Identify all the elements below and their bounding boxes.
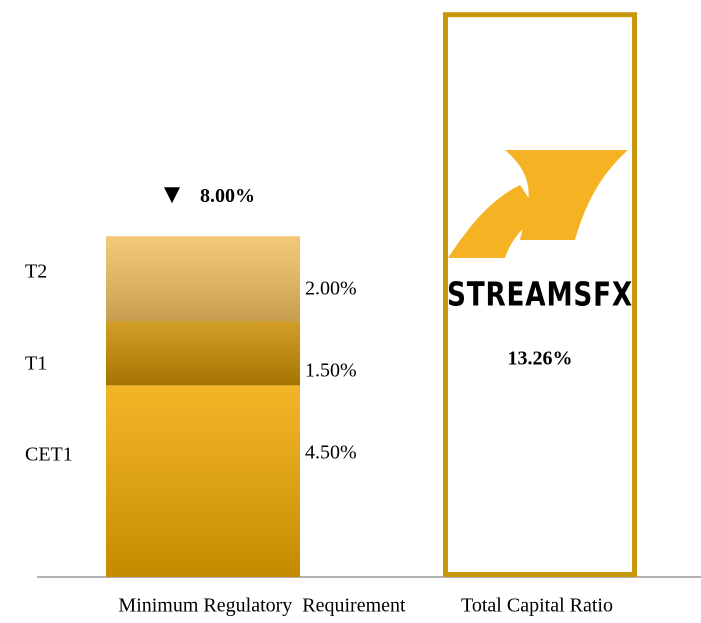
legend-label: T1	[25, 353, 47, 375]
logo	[448, 150, 628, 258]
bar-shade	[106, 321, 300, 386]
total-marker	[164, 187, 180, 204]
total-label: 8.00%	[200, 185, 255, 207]
value-label: 4.50%	[305, 442, 357, 464]
x-tick-label: Minimum Regulatory Requirement	[118, 595, 406, 617]
bar-shade	[106, 385, 300, 577]
bar-shade	[106, 236, 300, 322]
value-label: 2.00%	[305, 278, 357, 300]
bar-outline	[443, 12, 637, 577]
logo-shape	[448, 185, 540, 258]
legend-label: T2	[25, 261, 47, 283]
x-tick-label: Total Capital Ratio	[461, 595, 613, 617]
value-label: 1.50%	[305, 360, 357, 382]
logo-text: STREAMSFX	[447, 275, 633, 314]
legend-label: CET1	[25, 444, 73, 466]
total-label: 13.26%	[508, 348, 573, 370]
